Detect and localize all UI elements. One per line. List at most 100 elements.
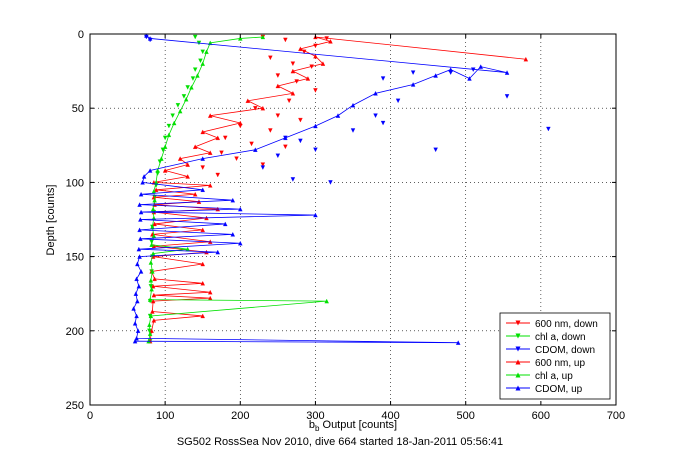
legend-label: chl a, down xyxy=(535,332,586,343)
data-point xyxy=(195,73,200,78)
data-point xyxy=(150,283,156,289)
x-axis-label: bb Output [counts] xyxy=(309,419,397,433)
data-point xyxy=(478,64,483,69)
data-point xyxy=(455,340,461,345)
y-axis-label: Depth [counts] xyxy=(45,185,57,256)
y-tick-label: 150 xyxy=(66,252,84,264)
data-point xyxy=(200,313,205,319)
data-point xyxy=(152,221,157,227)
data-point xyxy=(133,291,139,296)
legend-swatch-marker xyxy=(515,320,521,326)
data-point xyxy=(137,227,142,233)
data-point xyxy=(313,88,318,93)
data-point xyxy=(275,113,281,118)
x-tick-label: 100 xyxy=(156,410,174,422)
data-point xyxy=(275,73,281,78)
data-point xyxy=(245,98,251,103)
data-point xyxy=(238,120,243,126)
data-point xyxy=(134,313,139,319)
data-point xyxy=(138,209,144,215)
data-point xyxy=(153,187,159,192)
y-tick-label: 250 xyxy=(66,400,84,412)
x-tick-label: 400 xyxy=(381,410,399,422)
data-point xyxy=(147,168,153,173)
data-point xyxy=(162,144,168,149)
data-point xyxy=(200,187,205,192)
legend-swatch-marker xyxy=(515,333,521,339)
data-point xyxy=(223,221,228,227)
data-point xyxy=(410,82,416,87)
data-point xyxy=(238,36,243,41)
data-point xyxy=(181,94,187,99)
data-point xyxy=(137,254,142,259)
data-point xyxy=(185,162,190,167)
data-point xyxy=(290,61,296,67)
data-point xyxy=(373,113,378,118)
data-point xyxy=(138,236,143,241)
data-point xyxy=(152,276,157,282)
data-point xyxy=(207,183,213,188)
data-point xyxy=(151,194,157,200)
data-point xyxy=(305,76,311,81)
data-point xyxy=(135,298,140,304)
data-point xyxy=(192,67,198,72)
series-layer xyxy=(131,33,551,345)
x-axis-label-rest: Output [counts] xyxy=(319,419,397,431)
data-point xyxy=(137,202,142,207)
data-point xyxy=(283,144,288,150)
series-line xyxy=(148,36,327,342)
y-tick-label: 200 xyxy=(66,326,84,338)
data-point xyxy=(230,232,236,237)
legend-label: CDOM, down xyxy=(535,345,595,356)
data-point xyxy=(136,246,142,252)
data-point xyxy=(313,53,318,59)
x-axis-label-b: b xyxy=(309,419,315,431)
data-point xyxy=(290,91,296,96)
x-tick-label: 300 xyxy=(306,410,324,422)
data-point xyxy=(223,135,228,141)
data-point xyxy=(286,98,292,104)
data-point xyxy=(198,58,203,64)
data-point xyxy=(207,113,213,118)
data-point xyxy=(138,217,143,222)
data-point xyxy=(313,123,318,129)
data-point xyxy=(335,113,341,118)
data-point xyxy=(324,298,329,304)
x-tick-label: 0 xyxy=(87,410,93,422)
data-point xyxy=(200,227,205,233)
data-point xyxy=(448,67,453,72)
data-point xyxy=(249,141,254,147)
legend-item: CDOM, up xyxy=(506,384,583,395)
data-point xyxy=(207,289,213,295)
data-point xyxy=(283,37,288,43)
data-point xyxy=(147,322,152,328)
data-point xyxy=(253,106,258,111)
data-point xyxy=(298,117,303,123)
data-point xyxy=(204,49,209,54)
data-point xyxy=(268,55,273,61)
data-point xyxy=(150,309,155,314)
data-point xyxy=(177,108,183,114)
legend-box xyxy=(499,312,611,400)
data-point xyxy=(200,165,205,170)
data-point xyxy=(189,85,194,90)
data-point xyxy=(230,197,236,203)
data-point xyxy=(298,138,303,144)
data-point xyxy=(138,191,144,197)
data-point xyxy=(200,261,205,267)
data-point xyxy=(219,150,224,156)
legend-label: chl a, up xyxy=(535,371,573,382)
data-point xyxy=(268,128,273,133)
x-tick-label: 500 xyxy=(457,410,475,422)
data-point xyxy=(159,156,164,161)
data-point xyxy=(150,298,156,304)
legend-item: chl a, down xyxy=(506,332,586,343)
data-point xyxy=(320,61,326,66)
data-point xyxy=(546,126,551,132)
legend-item: 600 nm, up xyxy=(506,358,585,369)
x-tick-label: 700 xyxy=(607,410,625,422)
data-point xyxy=(313,212,318,218)
data-point xyxy=(192,34,198,40)
data-point xyxy=(148,313,154,319)
legend-swatch-marker xyxy=(515,372,521,378)
